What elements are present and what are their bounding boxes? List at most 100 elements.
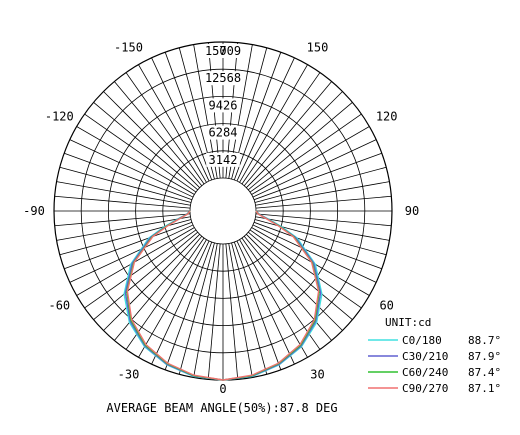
grid-spoke xyxy=(252,224,377,283)
grid-spoke xyxy=(243,236,332,341)
grid-spoke xyxy=(228,243,253,378)
legend-series-value: 88.7° xyxy=(468,334,501,347)
ring-label: 9426 xyxy=(209,98,238,112)
angle-tick-label: -150 xyxy=(114,40,143,54)
grid-spoke xyxy=(59,219,192,256)
angle-tick-label: 0 xyxy=(219,44,226,58)
grid-spoke xyxy=(248,102,353,191)
angle-tick-label: -120 xyxy=(45,110,74,124)
angle-tick-label: 120 xyxy=(376,110,398,124)
polar-grid xyxy=(53,41,393,381)
grid-spoke xyxy=(255,195,392,209)
grid-spoke xyxy=(114,236,203,341)
angle-tick-label: -30 xyxy=(118,368,140,382)
grid-spoke xyxy=(255,216,390,241)
grid-spoke xyxy=(233,241,282,370)
angle-tick-label: 0 xyxy=(219,382,226,396)
angle-tick-label: 30 xyxy=(310,368,324,382)
grid-spoke xyxy=(84,113,197,193)
ring-label: 3142 xyxy=(209,153,238,167)
grid-spoke xyxy=(76,126,195,195)
grid-spoke xyxy=(239,239,308,358)
grid-spoke xyxy=(54,213,191,227)
grid-spoke xyxy=(252,139,377,198)
grid-spoke xyxy=(103,91,200,188)
grid-spoke xyxy=(233,52,282,181)
angle-tick-label: 150 xyxy=(307,40,329,54)
ring-label: 12568 xyxy=(205,71,241,85)
grid-spoke xyxy=(164,241,213,370)
ring-label-backing xyxy=(202,44,244,58)
legend-series-value: 87.9° xyxy=(468,350,501,363)
grid-spoke xyxy=(151,57,210,182)
legend-series-value: 87.1° xyxy=(468,382,501,395)
ring-label-backing xyxy=(206,125,240,140)
grid-spoke xyxy=(236,57,295,182)
grid-spoke xyxy=(178,242,215,375)
legend-series-name: C30/210 xyxy=(402,350,448,363)
grid-spoke xyxy=(64,152,193,201)
grid-spoke xyxy=(93,102,198,191)
grid-spoke xyxy=(151,240,210,365)
grid-spoke xyxy=(249,113,362,193)
grid-spoke xyxy=(56,216,191,241)
grid-spoke xyxy=(225,243,239,380)
legend-series-name: C0/180 xyxy=(402,334,442,347)
grid-spoke xyxy=(243,81,332,186)
grid-spoke xyxy=(254,166,387,203)
grid-spoke xyxy=(59,166,192,203)
grid-spoke xyxy=(125,72,205,185)
grid-spoke xyxy=(164,52,213,181)
grid-spoke xyxy=(138,64,207,183)
legend-series-value: 87.4° xyxy=(468,366,501,379)
angle-tick-label: -60 xyxy=(48,299,70,313)
intensity-curve xyxy=(126,210,320,381)
grid-spoke xyxy=(114,81,203,186)
angle-tick-label: 90 xyxy=(405,204,419,218)
grid-ring xyxy=(135,123,311,299)
grid-spoke xyxy=(125,237,205,350)
grid-spoke xyxy=(254,219,387,256)
grid-spoke xyxy=(239,64,308,183)
legend: C0/180 88.7° C30/210 87.9° C60/240 87.4° C90/2… xyxy=(368,334,501,395)
grid-ring xyxy=(162,150,284,272)
grid-spoke xyxy=(251,126,370,195)
grid-spoke xyxy=(246,91,343,188)
grid-spoke xyxy=(69,139,194,198)
grid-spoke xyxy=(69,224,194,283)
ring-label-backing xyxy=(206,152,240,167)
grid-spoke xyxy=(103,234,200,331)
grid-spoke xyxy=(84,229,197,309)
angle-tick-label: -90 xyxy=(23,204,45,218)
grid-inner-circle xyxy=(189,177,257,245)
axis-labels: 31426284942612568157090306090120150-30-6… xyxy=(23,40,419,396)
grid-spoke xyxy=(236,240,295,365)
angle-tick-label: 60 xyxy=(379,299,393,313)
grid-spoke xyxy=(241,72,321,185)
grid-spoke xyxy=(64,221,193,270)
grid-spoke xyxy=(207,243,221,380)
ring-label: 6284 xyxy=(209,126,238,140)
grid-spoke xyxy=(255,181,390,206)
grid-ring xyxy=(80,68,366,354)
grid-spoke xyxy=(255,213,392,227)
grid-spoke xyxy=(248,231,353,320)
unit-label: UNIT:cd xyxy=(385,316,431,329)
average-beam-angle-text: AVERAGE BEAM ANGLE(50%):87.8 DEG xyxy=(106,401,337,415)
grid-spoke xyxy=(241,237,321,350)
grid-spoke xyxy=(56,181,191,206)
grid-spoke xyxy=(193,243,218,378)
grid-spoke xyxy=(93,231,198,320)
ring-label: 15709 xyxy=(205,44,241,58)
grid-spoke xyxy=(253,221,382,270)
ring-label-backing xyxy=(202,71,244,86)
grid-spoke xyxy=(231,242,268,375)
grid-spoke xyxy=(253,152,382,201)
grid-spoke xyxy=(246,234,343,331)
grid-ring xyxy=(107,95,339,327)
legend-series-name: C60/240 xyxy=(402,366,448,379)
intensity-curves xyxy=(123,210,323,381)
grid-spoke xyxy=(138,239,207,358)
grid-spoke xyxy=(54,195,191,209)
